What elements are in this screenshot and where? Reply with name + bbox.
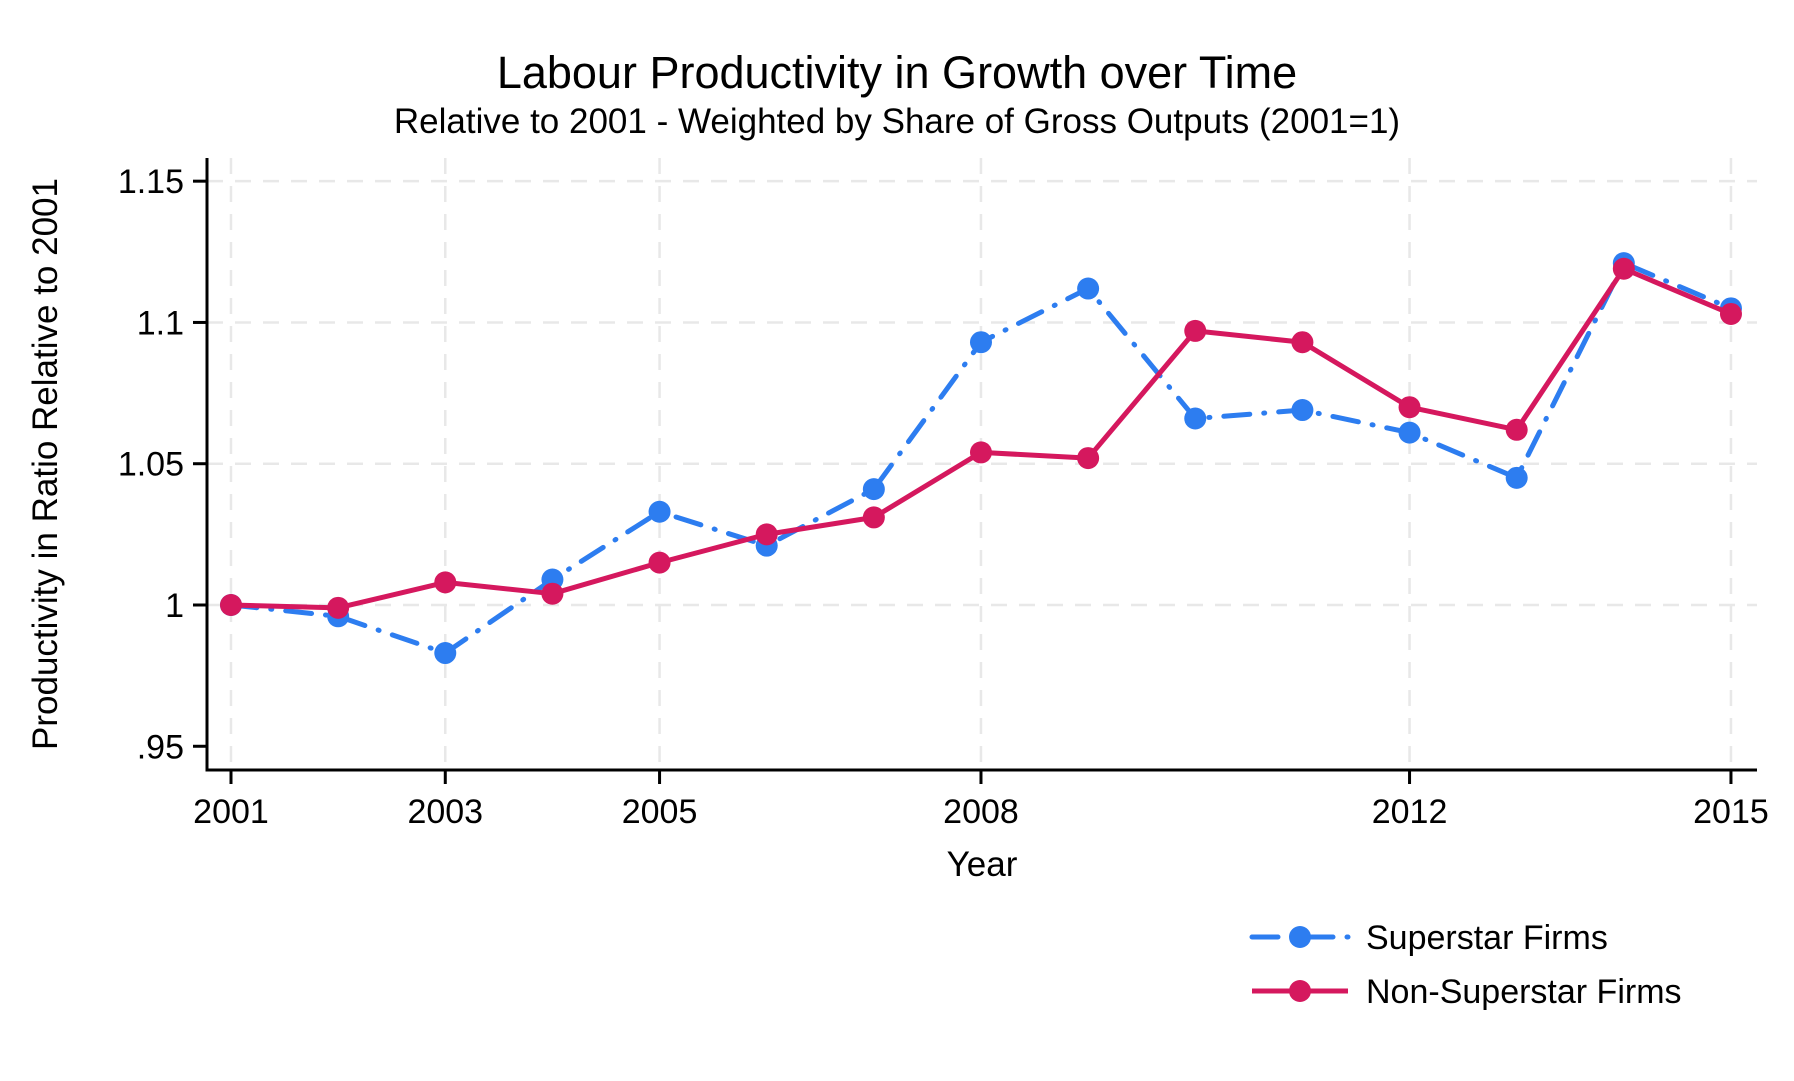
data-point-superstar-2010 (1184, 407, 1207, 430)
data-point-non_superstar-2015 (1719, 302, 1742, 325)
data-series (219, 252, 1742, 665)
data-point-superstar-2003 (434, 642, 457, 665)
y-tick-label: .95 (137, 728, 184, 766)
gridlines (207, 158, 1757, 770)
x-tick-label: 2012 (1372, 793, 1448, 831)
x-tick-label: 2005 (622, 793, 698, 831)
legend-label-superstar: Superstar Firms (1366, 919, 1608, 957)
x-tick-label: 2001 (193, 793, 269, 831)
data-point-non_superstar-2012 (1398, 396, 1421, 419)
data-point-non_superstar-2013 (1505, 418, 1528, 441)
x-axis-title: Year (947, 845, 1018, 884)
data-point-superstar-2005 (648, 500, 671, 523)
data-point-superstar-2008 (969, 331, 992, 354)
y-tick-label: 1.1 (137, 304, 184, 342)
data-point-non_superstar-2004 (541, 582, 564, 605)
x-tick-label: 2015 (1693, 793, 1769, 831)
data-point-non_superstar-2002 (327, 596, 350, 619)
y-tick-label: 1.05 (118, 446, 184, 484)
legend-sample-marker-non-superstar (1289, 980, 1311, 1002)
data-point-superstar-2007 (862, 478, 885, 501)
y-tick-label: 1.15 (118, 163, 184, 201)
data-point-non_superstar-2007 (862, 506, 885, 529)
legend-sample-marker-superstar (1289, 926, 1311, 948)
data-point-superstar-2011 (1291, 399, 1314, 422)
y-tick-label: 1 (165, 587, 184, 625)
data-point-superstar-2012 (1398, 421, 1421, 444)
x-tick-label: 2003 (407, 793, 483, 831)
data-point-non_superstar-2010 (1184, 319, 1207, 342)
legend: Superstar Firms Non-Superstar Firms (1249, 919, 1682, 1011)
data-point-non_superstar-2011 (1291, 331, 1314, 354)
axis-ticks (193, 179, 1733, 784)
chart-subtitle: Relative to 2001 - Weighted by Share of … (394, 102, 1400, 141)
data-point-non_superstar-2005 (648, 551, 671, 574)
x-tick-label: 2008 (943, 793, 1019, 831)
data-point-non_superstar-2001 (219, 593, 242, 616)
chart-title: Labour Productivity in Growth over Time (497, 47, 1297, 98)
data-point-non_superstar-2014 (1612, 257, 1635, 280)
data-point-non_superstar-2008 (969, 441, 992, 464)
tick-labels: 2001 2003 2005 2008 2012 2015 .95 1 1.05 1.1 1.15 (118, 163, 1769, 831)
data-point-non_superstar-2006 (755, 523, 778, 546)
data-point-superstar-2009 (1077, 277, 1100, 300)
data-point-superstar-2013 (1505, 466, 1528, 489)
data-point-non_superstar-2009 (1077, 447, 1100, 470)
data-point-non_superstar-2003 (434, 571, 457, 594)
y-axis-title: Productivity in Ratio Relative to 2001 (26, 178, 65, 750)
legend-label-non-superstar: Non-Superstar Firms (1366, 973, 1682, 1011)
